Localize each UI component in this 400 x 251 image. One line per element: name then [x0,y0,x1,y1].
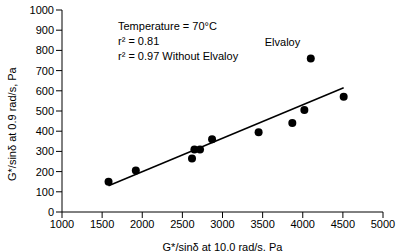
html-text:r² = 0.81: r² = 0.81 [118,35,160,47]
svg-text:800: 800 [36,44,54,56]
svg-text:4500: 4500 [331,218,355,230]
html-text:Temperature = 70°C: Temperature = 70°C [118,20,217,32]
svg-text:700: 700 [36,65,54,77]
svg-text:4000: 4000 [291,218,315,230]
svg-text:200: 200 [36,166,54,178]
svg-text:G*/sinδ at 0.9 rad/s, Pa: G*/sinδ at 0.9 rad/s, Pa [8,66,18,181]
svg-text:3000: 3000 [210,218,234,230]
svg-text:1000: 1000 [30,4,54,16]
svg-text:1000: 1000 [50,218,74,230]
svg-text:3500: 3500 [250,218,274,230]
svg-text:600: 600 [36,85,54,97]
svg-text:5000: 5000 [371,218,392,230]
svg-text:900: 900 [36,24,54,36]
svg-text:500: 500 [36,105,54,117]
svg-text:300: 300 [36,145,54,157]
svg-text:2500: 2500 [170,218,194,230]
svg-text:400: 400 [36,125,54,137]
svg-text:Elvaloy: Elvaloy [265,36,301,48]
html-text:r² = 0.97 Without Elvaloy: r² = 0.97 Without Elvaloy [118,50,239,62]
svg-text:100: 100 [36,186,54,198]
svg-text:0: 0 [48,206,54,218]
svg-text:2000: 2000 [130,218,154,230]
svg-text:G*/sinδ at 10.0 rad/s, Pa: G*/sinδ at 10.0 rad/s, Pa [163,241,284,251]
svg-text:1500: 1500 [90,218,114,230]
